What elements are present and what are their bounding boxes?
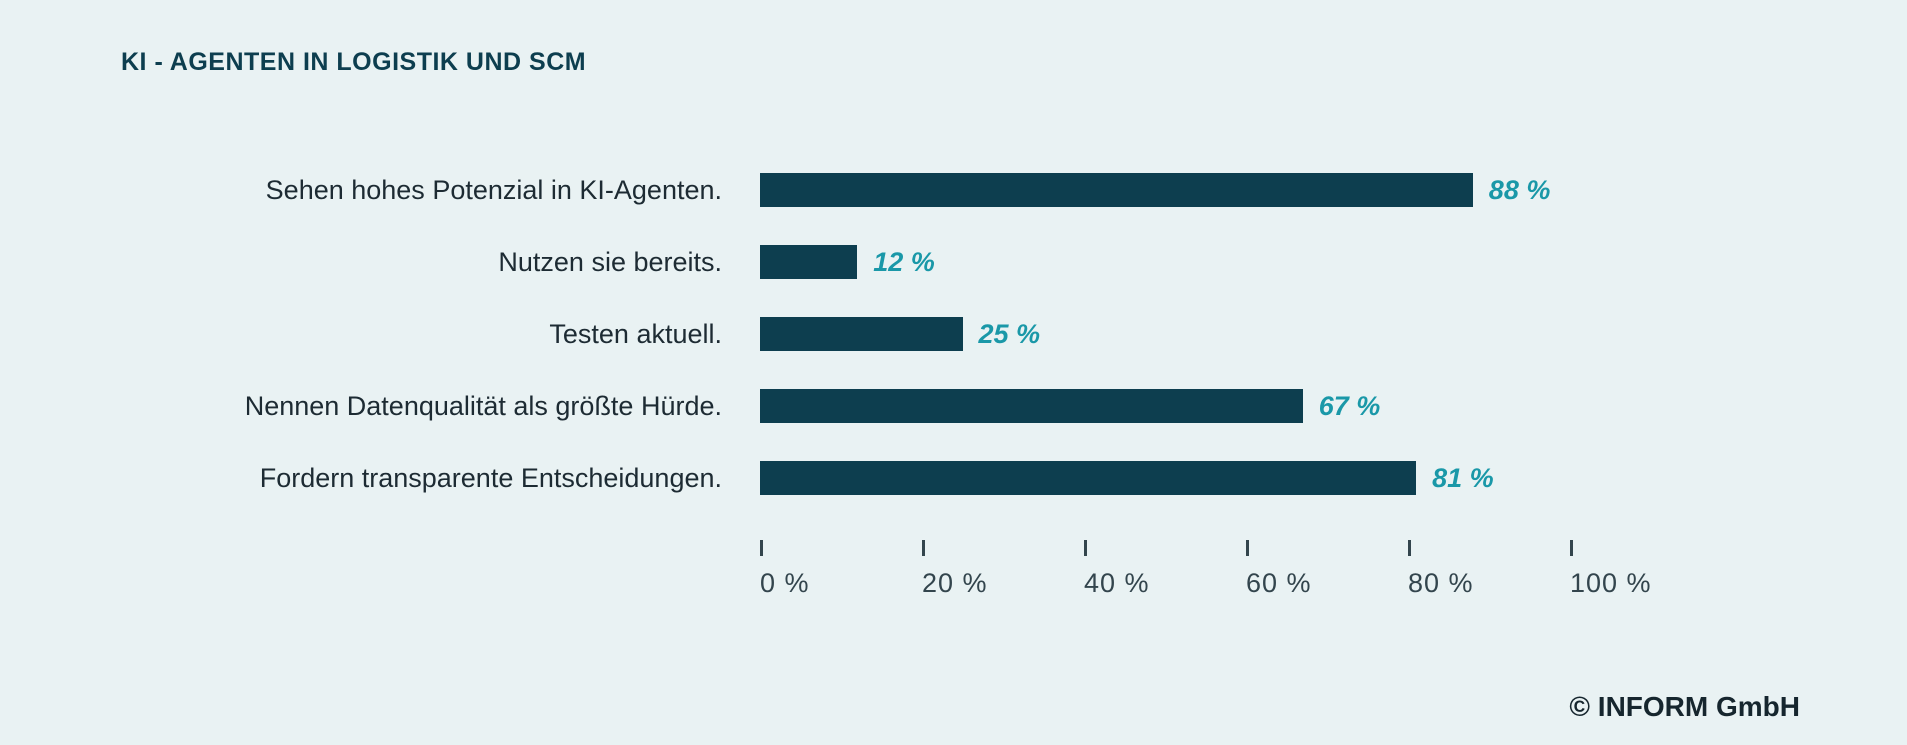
value-label: 88 %: [1488, 174, 1551, 205]
tick-mark: [760, 540, 763, 556]
chart-row: Fordern transparente Entscheidungen. 81 %: [122, 442, 1802, 514]
chart-row: Sehen hohes Potenzial in KI-Agenten. 88 %: [122, 154, 1802, 226]
axis-label-spacer: [122, 540, 760, 630]
x-axis: 0 % 20 % 40 % 60 % 80 % 100 %: [760, 540, 1651, 630]
tick-mark: [1570, 540, 1573, 556]
bar-track: 12 %: [760, 226, 1570, 298]
value-label: 12 %: [873, 246, 935, 277]
tick-label: 20 %: [922, 568, 988, 598]
bar-track: 25 %: [760, 298, 1570, 370]
category-label: Nennen Datenqualität als größte Hürde.: [244, 390, 722, 421]
value-label: 25 %: [978, 318, 1041, 349]
axis-tick: 40 %: [1084, 540, 1150, 599]
bar-track: 81 %: [760, 442, 1570, 514]
chart-row: Nennen Datenqualität als größte Hürde. 67…: [122, 370, 1802, 442]
value-label: 81 %: [1432, 462, 1494, 493]
chart-title: KI - AGENTEN IN LOGISTIK UND SCM: [121, 48, 587, 76]
tick-label: 0 %: [760, 568, 810, 598]
axis-tick: 0 %: [760, 540, 810, 599]
axis-tick: 60 %: [1246, 540, 1312, 599]
bar-track: 88 %: [760, 154, 1570, 226]
tick-mark: [1408, 540, 1411, 556]
tick-mark: [1084, 540, 1087, 556]
tick-label: 60 %: [1246, 568, 1312, 598]
category-label: Sehen hohes Potenzial in KI-Agenten.: [265, 174, 722, 205]
tick-label: 80 %: [1408, 568, 1474, 598]
chart-row: Testen aktuell. 25 %: [122, 298, 1802, 370]
bar: [760, 173, 1473, 207]
category-label: Fordern transparente Entscheidungen.: [259, 462, 722, 493]
bar-chart: Sehen hohes Potenzial in KI-Agenten. 88 %…: [122, 138, 1802, 630]
bar: [760, 317, 963, 351]
bar: [760, 245, 858, 279]
category-label: Testen aktuell.: [549, 318, 722, 349]
chart-row: Nutzen sie bereits. 12 %: [122, 226, 1802, 298]
tick-mark: [1246, 540, 1249, 556]
bar-track: 67 %: [760, 370, 1570, 442]
bar: [760, 461, 1417, 495]
tick-label: 100 %: [1570, 568, 1652, 598]
copyright-note: © INFORM GmbH: [1569, 691, 1800, 722]
axis-tick: 20 %: [922, 540, 988, 599]
chart-rows: Sehen hohes Potenzial in KI-Agenten. 88 %…: [122, 154, 1802, 514]
category-label: Nutzen sie bereits.: [498, 246, 722, 277]
x-axis-row: 0 % 20 % 40 % 60 % 80 % 100 %: [122, 540, 1802, 630]
tick-label: 40 %: [1084, 568, 1150, 598]
axis-tick: 100 %: [1570, 540, 1652, 599]
value-label: 67 %: [1318, 390, 1381, 421]
tick-mark: [922, 540, 925, 556]
axis-tick: 80 %: [1408, 540, 1474, 599]
bar: [760, 389, 1303, 423]
